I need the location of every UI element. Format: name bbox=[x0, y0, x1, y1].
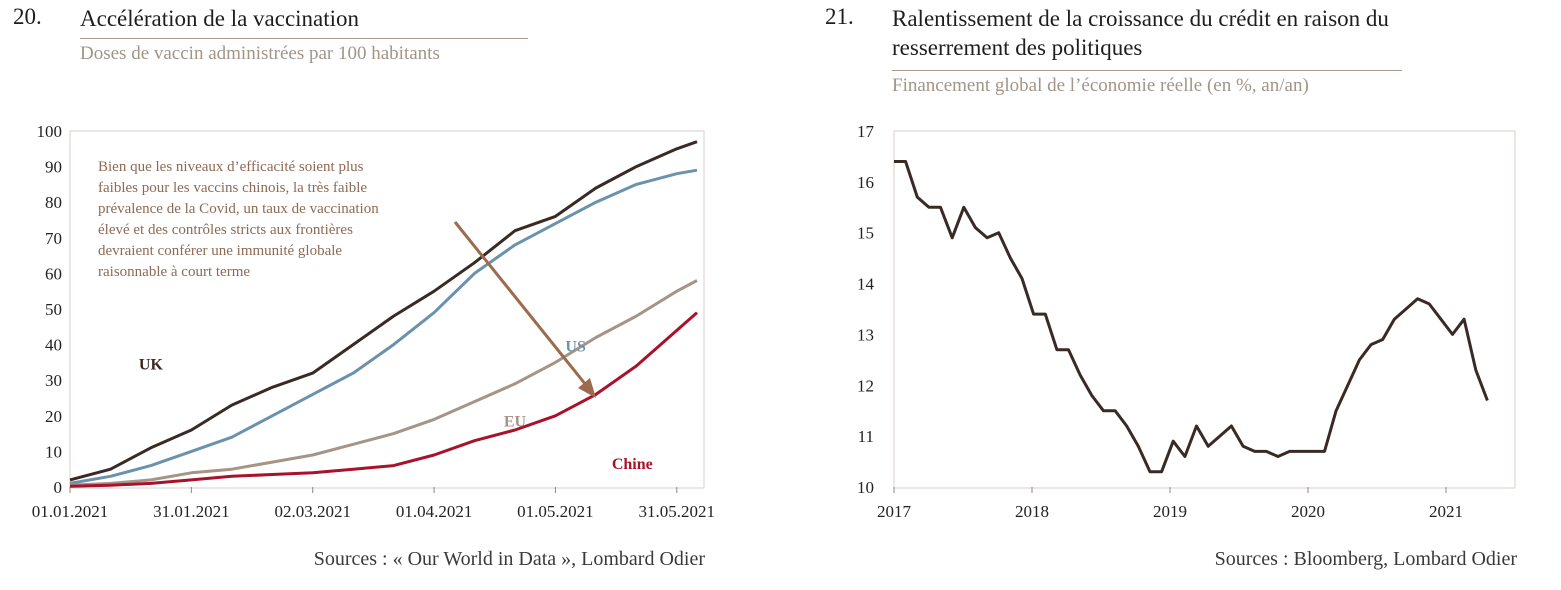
credit-chart: 10 11 12 13 14 15 16 17 2017 2018 2019 2020 2021 bbox=[857, 122, 1516, 521]
series-label-eu: EU bbox=[504, 413, 527, 430]
chart-panel-vaccination: 20. Accélération de la vaccination Doses… bbox=[0, 0, 760, 590]
chart-number: 20. bbox=[13, 4, 42, 29]
y-tick-label: 30 bbox=[45, 371, 62, 390]
x-tick-label: 2021 bbox=[1429, 502, 1463, 521]
annotation-arrowhead bbox=[578, 378, 596, 398]
x-tick-label: 2018 bbox=[1015, 502, 1049, 521]
series-label-uk: UK bbox=[139, 357, 164, 374]
chart-source: Sources : « Our World in Data », Lombard… bbox=[313, 548, 705, 570]
chart-subtitle: Financement global de l’économie réelle … bbox=[892, 75, 1309, 96]
chart-title: Ralentissement de la croissance du crédi… bbox=[892, 4, 1389, 62]
plot-frame bbox=[69, 130, 705, 489]
y-tick-label: 100 bbox=[37, 122, 63, 141]
x-tick-label: 31.05.2021 bbox=[639, 502, 716, 521]
x-tick-label: 01.04.2021 bbox=[396, 502, 473, 521]
y-tick-label: 20 bbox=[45, 407, 62, 426]
y-tick-label: 50 bbox=[45, 300, 62, 319]
series-lines bbox=[894, 160, 1489, 474]
series-line-credit bbox=[894, 160, 1489, 474]
series-lines bbox=[69, 140, 698, 488]
annotation-line: faibles pour les vaccins chinois, la trè… bbox=[98, 180, 367, 196]
x-axis: 01.01.2021 31.01.2021 02.03.2021 01.04.2021… bbox=[32, 487, 715, 521]
series-labels: UK US EU Chine bbox=[139, 339, 653, 473]
x-axis: 2017 2018 2019 2020 2021 bbox=[877, 487, 1463, 521]
series-line-eu bbox=[69, 279, 698, 487]
series-label-chine: Chine bbox=[612, 456, 653, 473]
y-tick-label: 10 bbox=[857, 478, 874, 497]
x-tick-label: 02.03.2021 bbox=[274, 502, 351, 521]
y-tick-label: 12 bbox=[857, 376, 874, 395]
y-tick-label: 17 bbox=[857, 122, 875, 141]
y-tick-label: 16 bbox=[857, 173, 874, 192]
chart-number: 21. bbox=[825, 4, 854, 29]
y-tick-label: 80 bbox=[45, 193, 62, 212]
annotation-line: élevé et des contrôles stricts aux front… bbox=[98, 222, 353, 238]
series-line-us bbox=[69, 168, 698, 485]
series-label-us: US bbox=[565, 339, 586, 356]
x-tick-label: 2019 bbox=[1153, 502, 1187, 521]
title-divider bbox=[892, 70, 1402, 71]
y-tick-label: 90 bbox=[45, 158, 62, 177]
chart-title-line-1: Ralentissement de la croissance du crédi… bbox=[892, 6, 1389, 31]
series-line-chine bbox=[69, 311, 698, 488]
y-tick-label: 14 bbox=[857, 275, 875, 294]
y-tick-label: 13 bbox=[857, 325, 874, 344]
title-divider bbox=[80, 38, 528, 39]
y-tick-label: 40 bbox=[45, 336, 62, 355]
y-tick-label: 11 bbox=[858, 427, 874, 446]
annotation-line: prévalence de la Covid, un taux de vacci… bbox=[98, 201, 379, 217]
annotation-line: raisonnable à court terme bbox=[98, 264, 250, 280]
y-tick-label: 60 bbox=[45, 264, 62, 283]
x-tick-label: 01.05.2021 bbox=[517, 502, 594, 521]
x-tick-label: 31.01.2021 bbox=[153, 502, 230, 521]
y-tick-label: 10 bbox=[45, 442, 62, 461]
x-tick-label: 2020 bbox=[1291, 502, 1325, 521]
plot-frame bbox=[893, 130, 1516, 489]
chart-source: Sources : Bloomberg, Lombard Odier bbox=[1214, 548, 1517, 570]
annotation-arrow-line bbox=[453, 221, 592, 391]
y-tick-label: 70 bbox=[45, 229, 62, 248]
vaccination-chart: 0 10 20 30 40 50 60 70 80 90 100 01.01.2021 31.01.2… bbox=[32, 122, 715, 521]
chart-title-line-2: resserrement des politiques bbox=[892, 35, 1143, 60]
chart-panel-credit: 21. Ralentissement de la croissance du c… bbox=[820, 0, 1561, 590]
y-axis: 0 10 20 30 40 50 60 70 80 90 100 bbox=[37, 122, 63, 497]
y-tick-label: 0 bbox=[54, 478, 63, 497]
annotation-line: Bien que les niveaux d’efficacité soient… bbox=[98, 159, 364, 175]
chart-title: Accélération de la vaccination bbox=[80, 6, 360, 31]
y-axis: 10 11 12 13 14 15 16 17 bbox=[857, 122, 875, 497]
annotation-line: devraient conférer une immunité globale bbox=[98, 243, 342, 259]
series-line-uk bbox=[69, 140, 698, 482]
x-tick-label: 01.01.2021 bbox=[32, 502, 109, 521]
chart-annotation: Bien que les niveaux d’efficacité soient… bbox=[98, 159, 379, 280]
chart-subtitle: Doses de vaccin administrées par 100 hab… bbox=[80, 43, 440, 64]
x-tick-label: 2017 bbox=[877, 502, 912, 521]
y-tick-label: 15 bbox=[857, 224, 874, 243]
